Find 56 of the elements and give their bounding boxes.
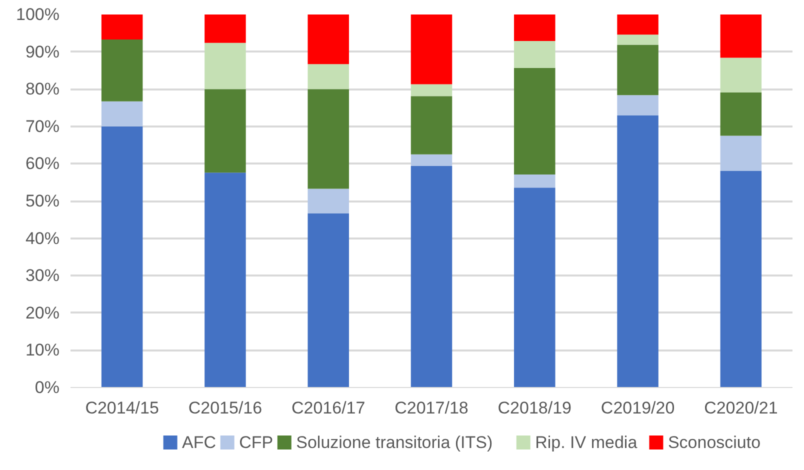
- x-tick-label: C2014/15: [85, 398, 159, 418]
- bar: [720, 58, 762, 92]
- x-tick-label: C2018/19: [498, 398, 572, 418]
- y-tick-label: 90%: [25, 42, 60, 62]
- x-tick-label: C2019/20: [600, 398, 675, 418]
- bar: [514, 40, 556, 68]
- bar: [720, 136, 762, 171]
- bar: [308, 14, 349, 64]
- y-tick-label: 20%: [25, 303, 60, 322]
- bar: [204, 89, 246, 173]
- bar: [308, 213, 349, 388]
- bar: [101, 39, 143, 102]
- legend-label: Rip. IV media: [535, 433, 638, 452]
- bar: [720, 14, 762, 58]
- bar: [514, 68, 556, 175]
- y-tick-label: 80%: [25, 80, 60, 99]
- bar: [410, 154, 452, 166]
- bar: [204, 172, 246, 388]
- bar: [514, 188, 556, 388]
- bar: [410, 96, 452, 154]
- x-tick-label: C2020/21: [704, 398, 778, 418]
- bar: [101, 14, 143, 40]
- bar: [514, 174, 556, 188]
- bar: [720, 92, 762, 136]
- bar: [308, 64, 349, 90]
- x-tick-label: C2015/16: [188, 398, 262, 418]
- bar: [410, 166, 452, 388]
- bar: [410, 14, 452, 84]
- bar: [410, 84, 452, 96]
- x-tick-label: C2016/17: [291, 398, 366, 418]
- bar: [720, 170, 762, 388]
- bar: [204, 42, 246, 90]
- bar: [308, 188, 349, 214]
- y-tick-label: 100%: [16, 5, 60, 24]
- bar: [308, 89, 349, 189]
- y-tick-label: 0%: [34, 378, 60, 397]
- bar: [617, 14, 658, 35]
- bar: [204, 14, 246, 43]
- y-tick-label: 70%: [25, 116, 60, 136]
- bar: [617, 115, 658, 388]
- y-tick-label: 60%: [25, 154, 60, 174]
- legend-label: Sconosciuto: [668, 433, 761, 452]
- y-tick-label: 10%: [25, 340, 60, 360]
- y-tick-label: 50%: [25, 192, 60, 210]
- bar: [617, 95, 658, 116]
- bar: [617, 34, 658, 45]
- bar: [514, 14, 556, 41]
- legend-label: Soluzione transitoria (ITS): [296, 433, 493, 452]
- bar: [617, 44, 658, 96]
- x-tick-label: C2017/18: [394, 398, 468, 418]
- y-tick-label: 30%: [25, 266, 60, 286]
- legend-label: AFC: [182, 433, 216, 452]
- bar: [101, 101, 143, 126]
- legend-label: CFP: [239, 433, 274, 452]
- bar: [101, 126, 143, 388]
- y-tick-label: 40%: [25, 228, 60, 248]
